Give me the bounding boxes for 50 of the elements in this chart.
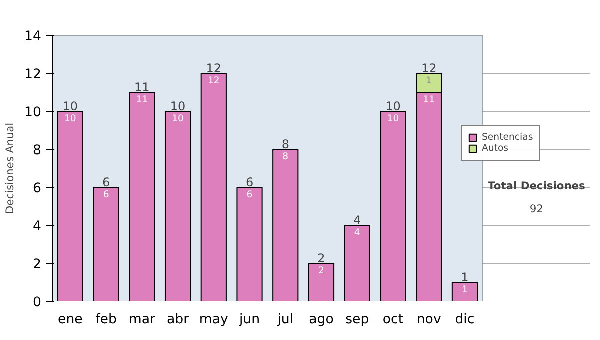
x-tick-label: nov: [416, 312, 442, 328]
total-label: 6: [102, 176, 110, 190]
y-tick-label: 0: [33, 296, 42, 310]
x-tick-label: oct: [382, 312, 404, 328]
total-label: 12: [421, 62, 437, 76]
total-label: 4: [354, 214, 362, 228]
text: 92: [530, 202, 544, 216]
data-label: 8: [282, 151, 289, 162]
data-label: 10: [64, 113, 76, 124]
x-tick-label: abr: [166, 312, 190, 328]
total-label: 2: [318, 252, 326, 266]
x-tick-label: jun: [238, 312, 260, 328]
x-tick-label: ene: [58, 312, 83, 328]
data-label: 6: [246, 189, 253, 200]
total-label: 12: [206, 62, 222, 76]
x-tick-label: may: [199, 312, 229, 328]
data-label: 6: [103, 189, 110, 200]
data-label: 2: [318, 265, 324, 276]
total-label: 8: [282, 138, 290, 152]
y-axis-title: Decisiones Anual: [4, 122, 17, 214]
legend-label: Autos: [482, 143, 509, 154]
total-label: 6: [246, 176, 254, 190]
data-label: 10: [387, 113, 400, 124]
total-label: 10: [386, 100, 401, 114]
y-tick-label: 6: [33, 182, 42, 196]
data-label: 4: [354, 227, 360, 238]
data-label: 1: [462, 284, 468, 296]
y-tick-label: 10: [24, 106, 42, 120]
total-label: 10: [170, 100, 186, 114]
legend-label: Sentencias: [482, 132, 534, 143]
total-label: 10: [62, 100, 78, 114]
y-tick-label: 14: [24, 30, 42, 44]
x-tick-label: sep: [346, 312, 370, 328]
x-tick-label: ago: [309, 312, 334, 328]
data-label: 10: [172, 113, 184, 124]
y-tick-label: 8: [33, 144, 42, 158]
x-tick-label: jul: [276, 312, 294, 328]
x-tick-label: mar: [128, 312, 156, 328]
total-label: 1: [461, 270, 469, 284]
text: Total Decisiones: [488, 179, 586, 192]
x-tick-label: dic: [455, 312, 475, 328]
y-tick-label: 2: [33, 258, 42, 272]
y-tick-label: 12: [24, 68, 42, 82]
data-label: 12: [208, 75, 220, 86]
y-tick-label: 4: [33, 220, 42, 234]
data-label: 11: [423, 94, 436, 106]
x-tick-label: feb: [96, 312, 117, 328]
data-label: 11: [136, 94, 148, 106]
total-label: 11: [134, 80, 150, 94]
data-label: 1: [426, 75, 432, 86]
